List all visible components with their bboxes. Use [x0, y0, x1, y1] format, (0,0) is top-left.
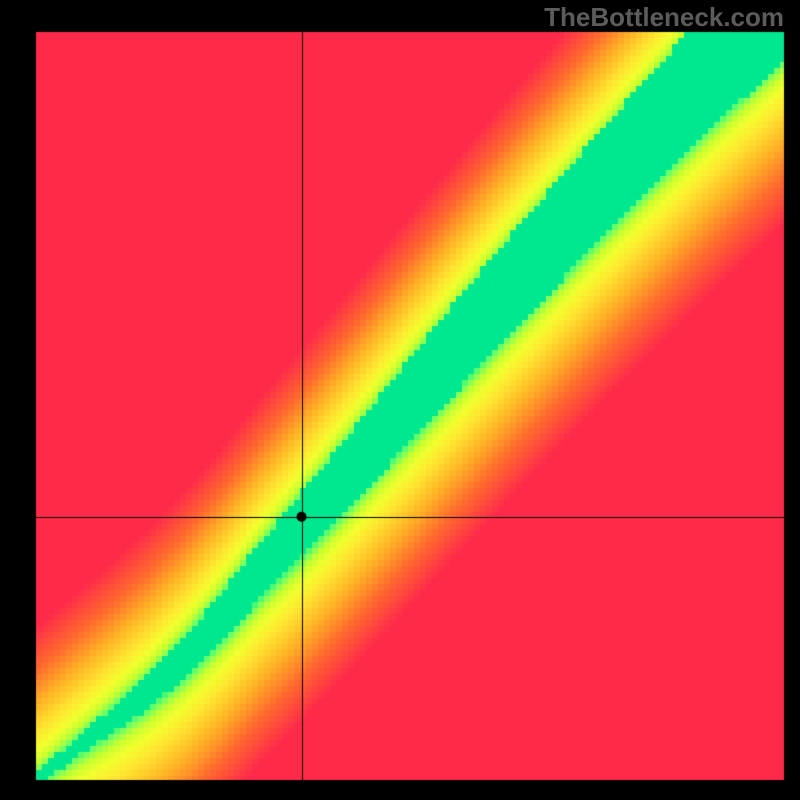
- crosshair-overlay: [0, 0, 800, 800]
- watermark-text: TheBottleneck.com: [544, 2, 784, 33]
- chart-stage: { "type": "heatmap", "canvas": { "width"…: [0, 0, 800, 800]
